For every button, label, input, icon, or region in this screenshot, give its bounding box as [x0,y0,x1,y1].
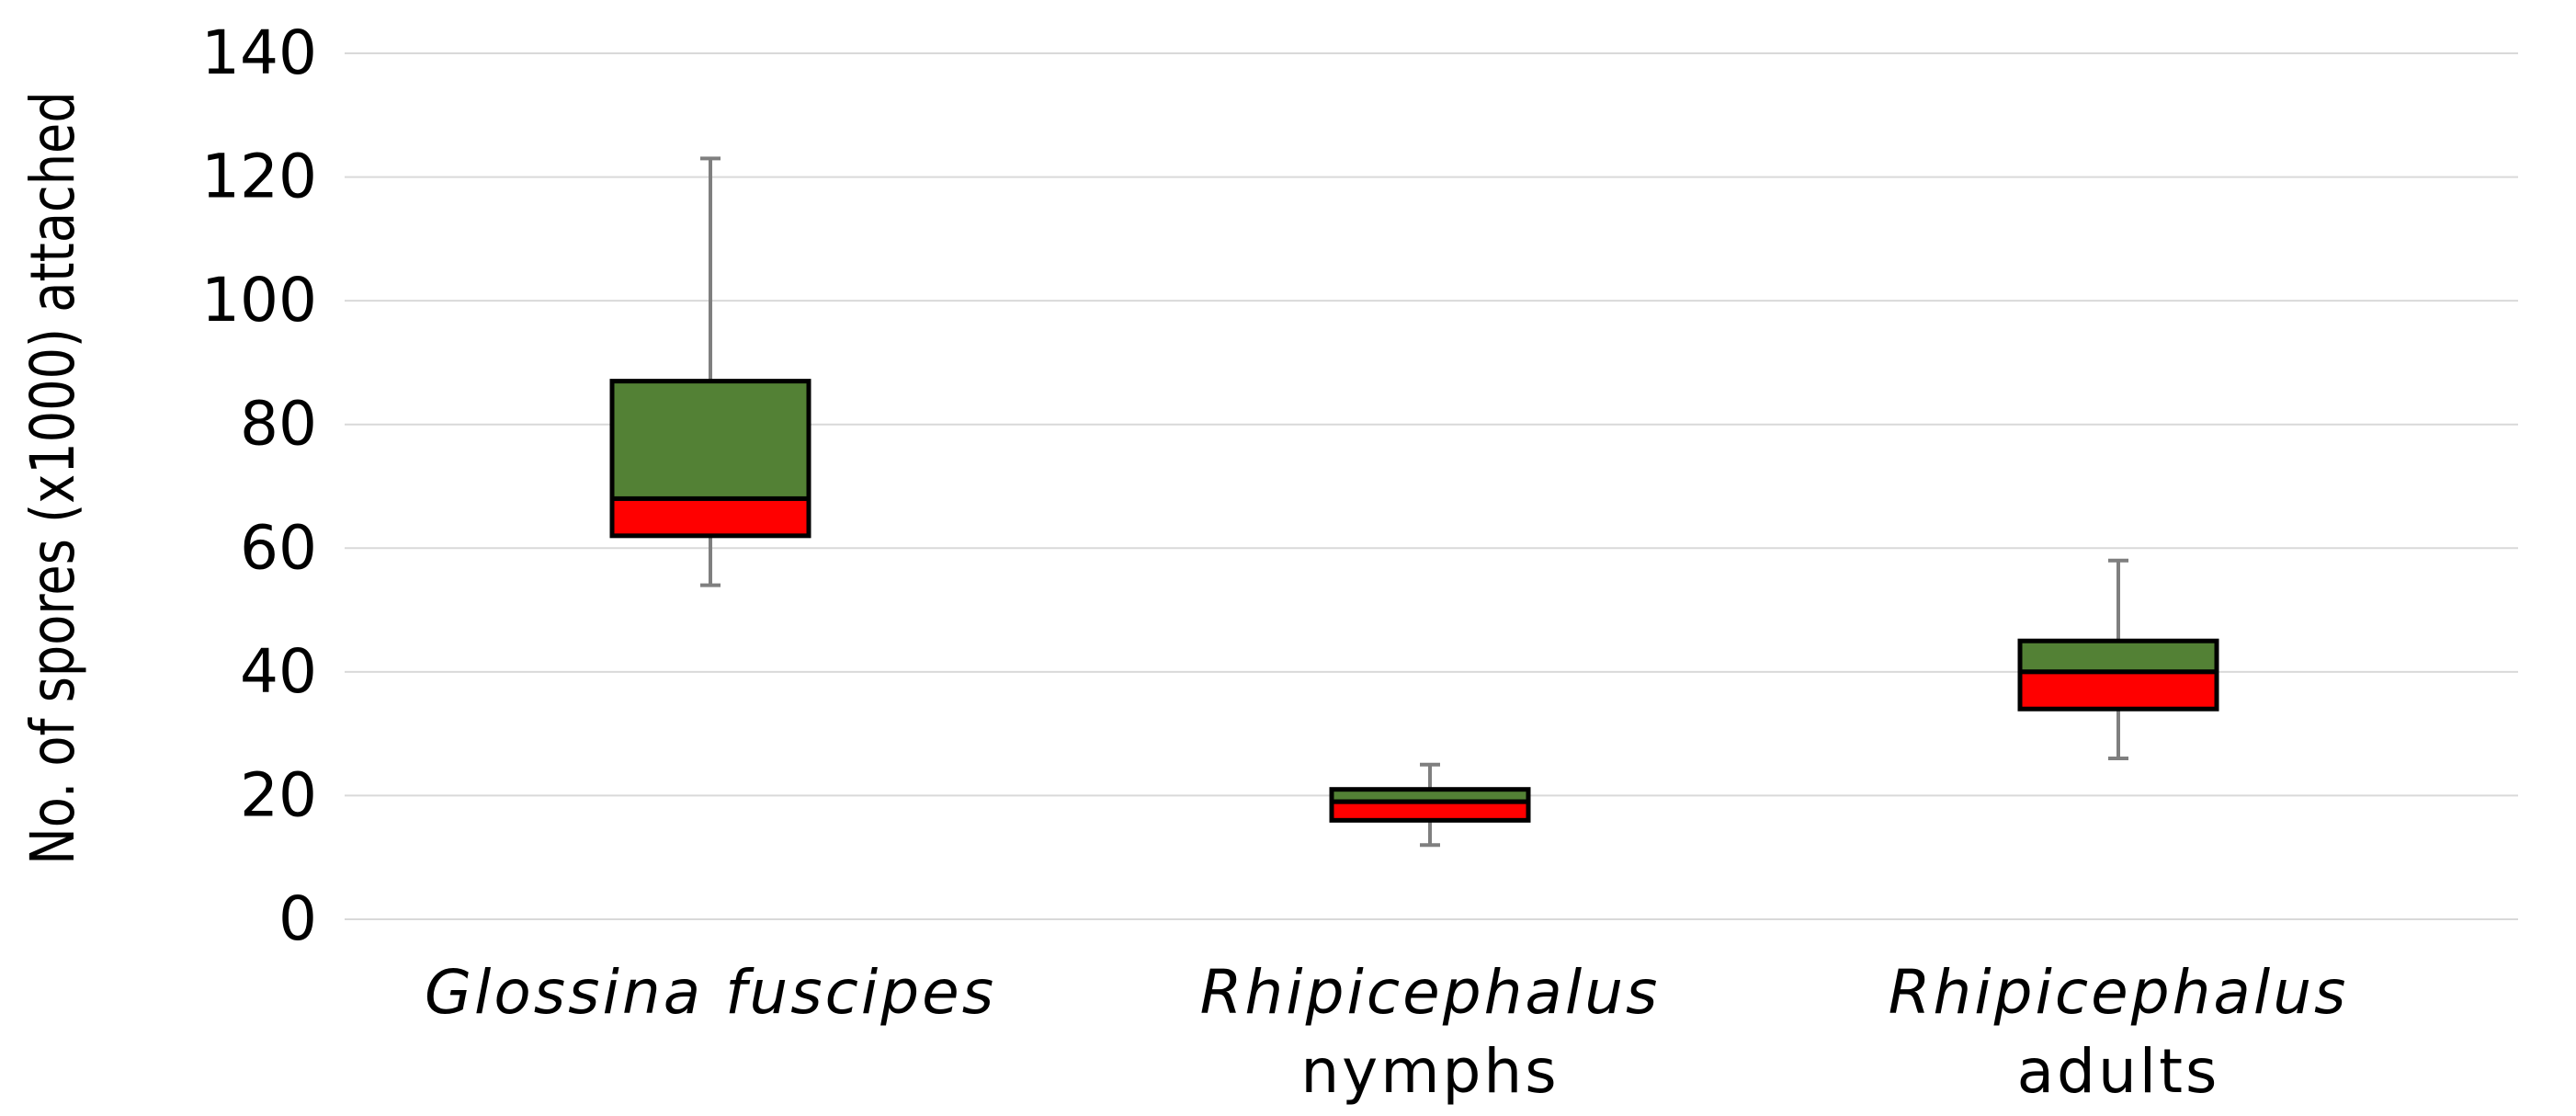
x-category-label: Glossina fuscipes [425,957,996,1028]
box-lower-quartile [1329,799,1531,823]
y-tick-label: 60 [240,512,317,583]
y-tick-label: 20 [240,759,317,830]
y-tick-label: 120 [201,142,317,212]
x-category-label: nymphs [1300,1036,1559,1107]
boxes [609,379,2219,823]
box-lower-quartile [609,495,811,539]
x-category-label: adults [2017,1036,2220,1107]
y-tick-label: 0 [278,883,317,954]
y-tick-label: 100 [201,265,317,336]
y-axis-label: No. of spores (x1000) attached [18,91,89,864]
whiskers [700,156,2128,848]
y-tick-label: 80 [240,389,317,460]
box-upper-quartile [609,379,811,501]
x-axis-categories: Glossina fuscipes Rhipicephalus nymphs Rhip… [425,957,2349,1107]
y-tick-label: 140 [201,17,317,88]
box-lower-quartile [2017,669,2219,712]
x-category-label: Rhipicephalus [1200,957,1661,1028]
x-category-label: Rhipicephalus [1889,957,2349,1028]
box-upper-quartile [2017,638,2219,675]
y-axis-ticks: 0 20 40 60 80 100 120 140 [201,17,317,954]
y-tick-label: 40 [240,636,317,707]
